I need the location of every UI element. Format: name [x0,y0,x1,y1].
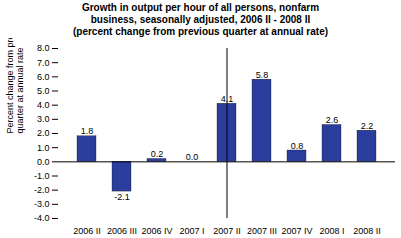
svg-text:5.8: 5.8 [256,70,269,80]
svg-text:2008 II: 2008 II [353,226,381,236]
svg-text:2007 II: 2007 II [213,226,241,236]
svg-text:-3.0: -3.0 [34,199,50,209]
svg-text:2008 I: 2008 I [319,226,344,236]
svg-text:0.0: 0.0 [37,157,50,167]
svg-text:0.8: 0.8 [291,141,304,151]
svg-text:2006 IV: 2006 IV [141,226,172,236]
svg-text:1.8: 1.8 [81,126,94,136]
svg-text:5.0: 5.0 [37,86,50,96]
svg-text:2006 II: 2006 II [73,226,101,236]
svg-text:4.0: 4.0 [37,100,50,110]
svg-text:2006 III: 2006 III [107,226,137,236]
svg-text:2.2: 2.2 [361,121,374,131]
svg-text:2007 IV: 2007 IV [281,226,312,236]
svg-text:4.1: 4.1 [221,94,234,104]
svg-text:0.2: 0.2 [151,149,164,159]
html-text:Growth in output per hour of a: Growth in output per hour of all persons… [73,2,328,37]
svg-text:2.6: 2.6 [326,115,339,125]
svg-text:7.0: 7.0 [37,58,50,68]
svg-text:2.0: 2.0 [37,128,50,138]
svg-text:-1.0: -1.0 [34,171,50,181]
svg-text:-4.0: -4.0 [34,213,50,223]
svg-text:8.0: 8.0 [37,43,50,53]
svg-text:1.0: 1.0 [37,143,50,153]
svg-text:Percent change from previousqu: Percent change from previousquarter at a… [5,38,25,134]
svg-text:-2.0: -2.0 [34,185,50,195]
svg-text:3.0: 3.0 [37,114,50,124]
svg-text:2007 I: 2007 I [179,226,204,236]
svg-text:-2.1: -2.1 [114,192,130,202]
svg-text:0.0: 0.0 [186,152,199,162]
svg-text:6.0: 6.0 [37,72,50,82]
svg-text:2007 III: 2007 III [247,226,277,236]
